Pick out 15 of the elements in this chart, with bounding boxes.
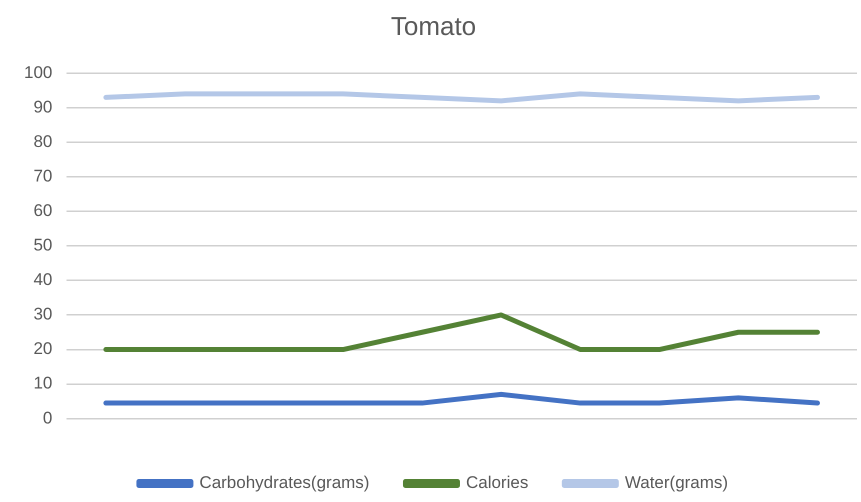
legend-label: Carbohydrates(grams) — [199, 473, 370, 492]
y-tick-label: 0 — [42, 408, 52, 428]
legend-label: Water(grams) — [624, 473, 728, 492]
y-tick-label: 90 — [33, 97, 52, 116]
y-tick-label: 100 — [24, 62, 52, 82]
y-tick-label: 20 — [33, 339, 52, 358]
y-tick-label: 10 — [33, 374, 52, 393]
y-tick-label: 70 — [33, 166, 52, 186]
chart-title: Tomato — [390, 10, 476, 41]
y-tick-label: 80 — [33, 132, 52, 151]
y-tick-label: 30 — [33, 304, 52, 324]
legend-label: Calories — [466, 473, 528, 492]
y-tick-label: 50 — [33, 236, 52, 255]
y-tick-label: 40 — [33, 270, 52, 290]
y-tick-label: 60 — [33, 201, 52, 220]
